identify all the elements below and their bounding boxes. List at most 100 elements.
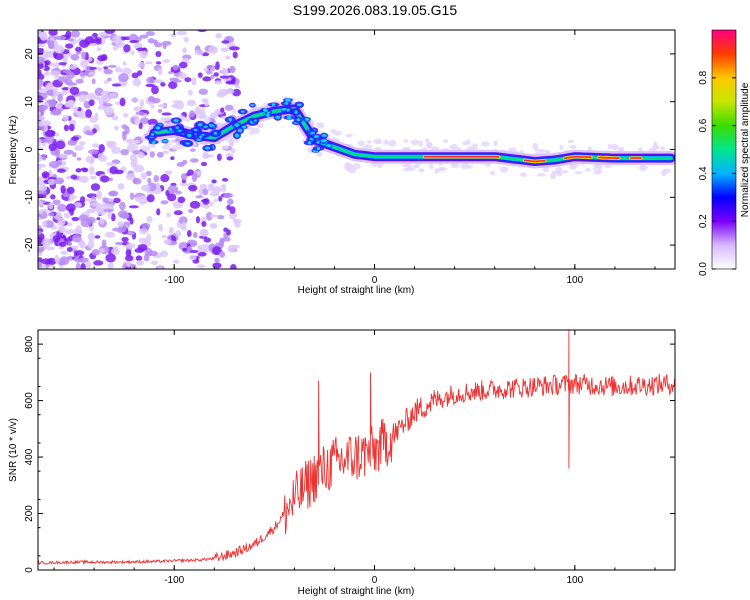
haze-blob: [140, 145, 149, 151]
haze-blob: [462, 141, 468, 146]
noise-blob: [206, 65, 213, 69]
ridge-core-red: [563, 155, 592, 160]
ridge-blob-core: [203, 125, 208, 128]
noise-blob: [66, 186, 75, 194]
noise-blob: [213, 199, 219, 203]
noise-blob: [114, 169, 124, 175]
ridge-blob-core: [310, 131, 315, 135]
noise-blob: [153, 79, 164, 84]
haze-blob: [185, 115, 191, 123]
snr-y-tick-label: 200: [24, 505, 35, 522]
noise-blob: [101, 239, 107, 249]
noise-blob: [147, 177, 152, 184]
noise-blob: [197, 113, 207, 120]
noise-blob: [70, 53, 80, 61]
noise-blob: [197, 72, 203, 78]
noise-blob: [48, 202, 54, 210]
colorbar-label: Normalized spectral amplitude: [740, 82, 750, 217]
noise-blob: [135, 47, 147, 51]
noise-blob: [91, 78, 96, 85]
noise-blob: [85, 260, 92, 269]
haze-blob: [544, 149, 551, 155]
noise-blob: [43, 72, 50, 76]
noise-blob: [125, 230, 135, 236]
noise-blob: [66, 203, 76, 213]
noise-blob: [198, 88, 208, 95]
noise-blob: [200, 161, 208, 167]
snr-series-line: [38, 330, 675, 566]
noise-blob: [89, 175, 97, 180]
noise-blob: [219, 251, 226, 258]
noise-blob: [103, 66, 109, 70]
noise-blob: [65, 43, 74, 49]
ridge-blob-core: [313, 135, 319, 139]
noise-blob: [46, 246, 56, 251]
noise-blob: [212, 246, 222, 256]
noise-blob: [147, 37, 155, 44]
ridge-blob-core: [228, 117, 232, 122]
ridge-blob-core: [250, 104, 255, 107]
noise-blob: [102, 197, 109, 203]
noise-blob: [181, 159, 188, 165]
noise-blob: [189, 200, 201, 209]
noise-blob: [163, 239, 172, 245]
noise-blob: [38, 56, 45, 64]
haze-blob: [418, 140, 423, 148]
snr-y-tick-label: 600: [24, 392, 35, 409]
haze-blob: [384, 139, 389, 146]
noise-blob: [210, 74, 215, 79]
haze-blob: [537, 173, 546, 177]
haze-blob: [584, 167, 591, 172]
noise-blob: [41, 238, 52, 247]
ridge-blob-core: [173, 119, 179, 123]
noise-blob: [158, 223, 164, 232]
noise-blob: [38, 185, 47, 192]
ridge-blob-core: [213, 132, 218, 135]
ridge-blob-core: [284, 102, 289, 105]
noise-blob: [74, 250, 85, 256]
noise-blob: [202, 76, 212, 82]
haze-blob: [256, 123, 264, 128]
noise-blob: [52, 87, 59, 97]
ridge-blob-core: [150, 133, 154, 136]
noise-blob: [150, 104, 155, 109]
noise-blob: [85, 198, 96, 202]
noise-blob: [48, 160, 60, 169]
noise-blob: [160, 250, 169, 258]
snr-y-tick-label: 800: [24, 335, 35, 352]
noise-blob: [88, 99, 95, 107]
haze-blob: [520, 172, 527, 177]
noise-blob: [53, 52, 64, 61]
noise-blob: [110, 247, 120, 256]
noise-blob: [57, 203, 67, 212]
noise-blob: [38, 47, 44, 56]
ridge-blob-core: [275, 115, 281, 119]
noise-blob: [126, 143, 137, 153]
noise-blob: [108, 191, 117, 197]
noise-blob: [87, 208, 94, 213]
haze-blob: [357, 140, 365, 147]
haze-blob: [568, 164, 577, 170]
noise-blob: [119, 201, 126, 211]
noise-blob: [38, 43, 46, 48]
noise-blob: [173, 259, 180, 264]
noise-blob: [187, 89, 193, 96]
noise-blob: [78, 214, 89, 222]
noise-blob: [38, 196, 41, 203]
noise-blob: [180, 173, 188, 181]
noise-blob: [103, 80, 109, 84]
snr-x-tick-label: -100: [164, 575, 184, 586]
haze-blob: [466, 164, 473, 169]
colorbar-tick-label: 0.2: [698, 214, 709, 228]
noise-blob: [108, 141, 117, 148]
noise-blob: [147, 250, 158, 257]
haze-blob: [410, 139, 420, 146]
noise-blob: [94, 37, 102, 42]
noise-blob: [55, 140, 66, 150]
heatmap-y-tick-label: 0: [24, 146, 35, 152]
noise-blob: [197, 30, 207, 33]
noise-blob: [98, 32, 110, 37]
noise-blob: [96, 190, 103, 200]
